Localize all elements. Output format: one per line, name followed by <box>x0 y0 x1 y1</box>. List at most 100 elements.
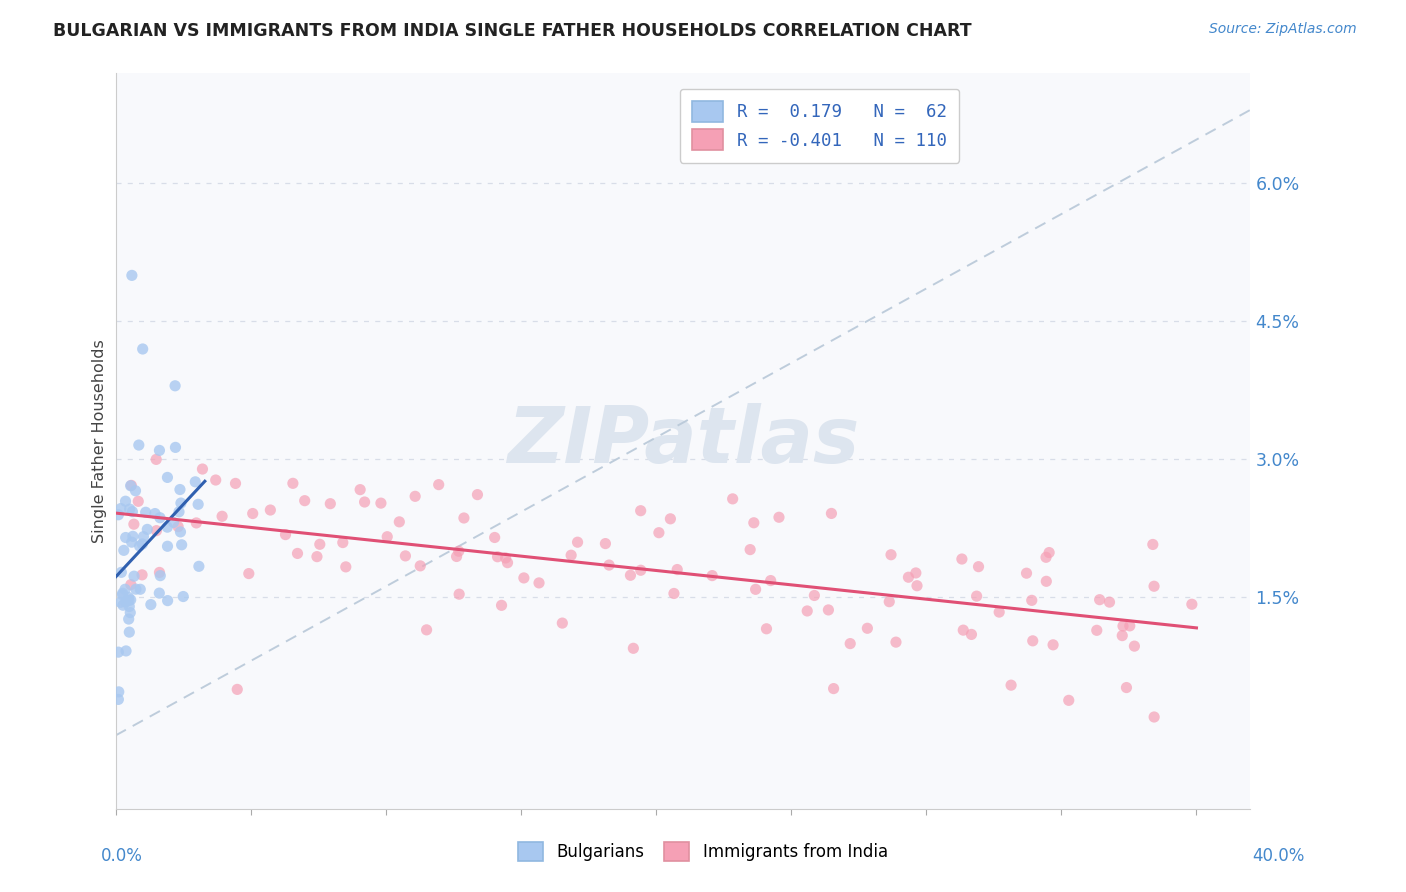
Point <box>884 635 907 649</box>
Point <box>1035 550 1057 565</box>
Point <box>145 452 167 467</box>
Point <box>744 582 766 597</box>
Point <box>1098 595 1121 609</box>
Point <box>287 546 309 560</box>
Point <box>630 563 652 577</box>
Point <box>122 517 145 532</box>
Point <box>1115 681 1137 695</box>
Point <box>803 589 825 603</box>
Point <box>226 682 249 697</box>
Point <box>1085 624 1108 638</box>
Point <box>125 582 148 597</box>
Point <box>121 529 143 543</box>
Point <box>740 542 762 557</box>
Point <box>1021 593 1043 607</box>
Point <box>225 476 247 491</box>
Point <box>115 644 138 658</box>
Point <box>496 556 519 570</box>
Point <box>759 574 782 588</box>
Point <box>484 531 506 545</box>
Point <box>156 470 179 484</box>
Point <box>1143 710 1166 724</box>
Point <box>111 588 134 602</box>
Point <box>319 497 342 511</box>
Point <box>513 571 536 585</box>
Point <box>121 505 143 519</box>
Point <box>132 530 155 544</box>
Point <box>1000 678 1022 692</box>
Point <box>184 475 207 489</box>
Point <box>118 625 141 640</box>
Point <box>880 548 903 562</box>
Point <box>856 621 879 635</box>
Point <box>110 566 132 580</box>
Point <box>960 627 983 641</box>
Point <box>447 544 470 558</box>
Point <box>1142 537 1164 551</box>
Point <box>139 598 162 612</box>
Point <box>904 566 927 580</box>
Point <box>107 685 129 699</box>
Point <box>415 623 437 637</box>
Point <box>950 552 973 566</box>
Point <box>595 536 617 550</box>
Point <box>966 589 988 603</box>
Point <box>114 595 136 609</box>
Point <box>120 592 142 607</box>
Point <box>162 516 184 530</box>
Point <box>131 342 153 356</box>
Point <box>1143 579 1166 593</box>
Point <box>1015 566 1038 581</box>
Text: 0.0%: 0.0% <box>101 847 143 864</box>
Point <box>145 524 167 538</box>
Point <box>308 537 330 551</box>
Point <box>170 538 193 552</box>
Point <box>332 535 354 549</box>
Point <box>1111 629 1133 643</box>
Point <box>988 605 1011 619</box>
Point <box>170 496 193 510</box>
Point <box>281 476 304 491</box>
Point <box>905 579 928 593</box>
Point <box>148 586 170 600</box>
Point <box>118 599 141 614</box>
Point <box>187 497 209 511</box>
Point <box>491 599 513 613</box>
Point <box>495 551 517 566</box>
Point <box>136 522 159 536</box>
Point <box>112 543 135 558</box>
Point <box>122 569 145 583</box>
Point <box>110 595 132 609</box>
Point <box>238 566 260 581</box>
Point <box>1112 619 1135 633</box>
Point <box>666 563 689 577</box>
Point <box>630 504 652 518</box>
Point <box>1119 619 1142 633</box>
Point <box>427 477 450 491</box>
Point <box>120 478 142 492</box>
Point <box>211 509 233 524</box>
Point <box>1181 597 1204 611</box>
Point <box>1035 574 1057 589</box>
Point <box>1038 545 1060 559</box>
Point <box>107 508 129 522</box>
Point <box>111 586 134 600</box>
Point <box>169 524 191 539</box>
Text: Source: ZipAtlas.com: Source: ZipAtlas.com <box>1209 22 1357 37</box>
Point <box>1022 633 1045 648</box>
Point <box>242 507 264 521</box>
Point <box>659 512 682 526</box>
Point <box>662 586 685 600</box>
Point <box>148 443 170 458</box>
Point <box>118 591 141 605</box>
Point <box>121 535 143 549</box>
Point <box>135 505 157 519</box>
Point <box>187 559 209 574</box>
Point <box>952 623 974 637</box>
Point <box>148 566 170 580</box>
Y-axis label: Single Father Households: Single Father Households <box>93 339 107 543</box>
Point <box>128 438 150 452</box>
Point <box>118 593 141 607</box>
Point <box>149 510 172 524</box>
Point <box>404 489 426 503</box>
